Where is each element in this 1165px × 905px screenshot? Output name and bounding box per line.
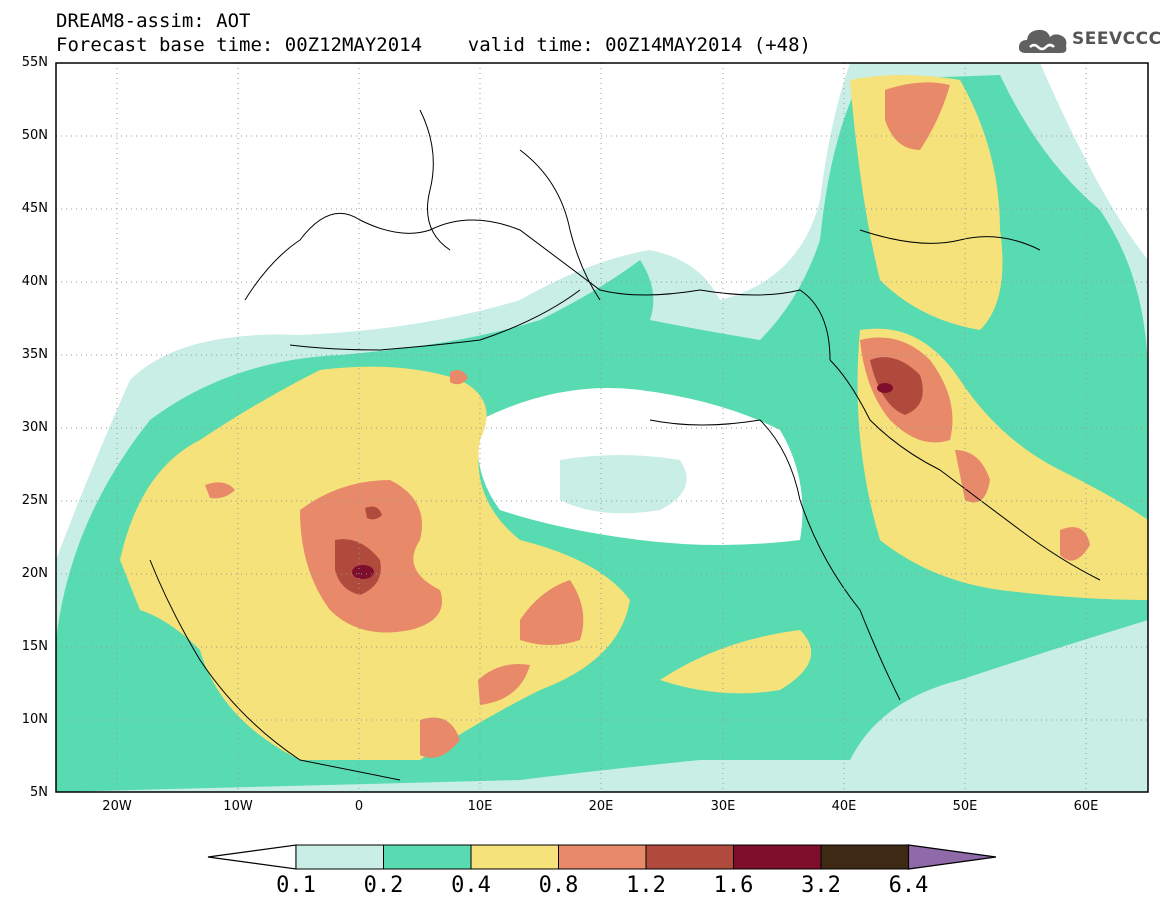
y-tick-label: 25N: [21, 493, 48, 508]
colorbar-label: 0.8: [538, 873, 579, 898]
coastlines: [149, 109, 1101, 781]
colorbar-swatch-1: [295, 844, 384, 870]
x-tick-label: 40E: [831, 799, 857, 814]
x-tick-label: 20W: [102, 799, 132, 814]
colorbar-label: 0.4: [451, 873, 491, 898]
colorbar-swatch-7: [820, 844, 909, 870]
y-tick-label: 15N: [21, 639, 48, 654]
colorbar: [207, 844, 997, 870]
colorbar-label: 1.2: [626, 873, 666, 898]
colorbar-label: 3.2: [801, 873, 841, 898]
graticule: [56, 63, 1148, 792]
colorbar-label: 0.1: [276, 873, 316, 898]
colorbar-label: 6.4: [888, 873, 929, 898]
y-tick-label: 5N: [30, 785, 48, 800]
map-frame: [55, 62, 1149, 793]
colorbar-label: 1.6: [713, 873, 754, 898]
x-tick-label: 10E: [467, 799, 493, 814]
y-tick-label: 40N: [21, 274, 48, 289]
colorbar-right-arrow: [907, 844, 997, 870]
colorbar-swatch-4: [558, 844, 647, 870]
y-tick-label: 55N: [21, 55, 48, 70]
x-tick-label: 20E: [588, 799, 614, 814]
colorbar-swatch-6: [733, 844, 822, 870]
seevccc-logo: SEEVCCC: [1018, 25, 1161, 59]
colorbar-swatch-5: [645, 844, 734, 870]
x-tick-label: 60E: [1073, 799, 1099, 814]
y-tick-label: 20N: [21, 566, 48, 581]
colorbar-swatch-2: [383, 844, 472, 870]
cloud-logo-icon: [1018, 29, 1067, 53]
y-tick-label: 50N: [21, 128, 48, 143]
forecast-time-subtitle: Forecast base time: 00Z12MAY2014 valid t…: [56, 34, 811, 56]
logo-text: SEEVCCC: [1072, 29, 1162, 49]
map-title: DREAM8-assim: AOT: [56, 10, 251, 32]
colorbar-label: 0.2: [363, 873, 404, 898]
colorbar-left-arrow: [207, 844, 297, 870]
x-tick-label: 10W: [223, 799, 253, 814]
x-tick-label: 0: [354, 799, 364, 814]
colorbar-swatch-3: [470, 844, 559, 870]
y-tick-label: 10N: [21, 712, 48, 727]
y-tick-label: 30N: [21, 420, 48, 435]
x-tick-label: 30E: [710, 799, 736, 814]
y-tick-label: 35N: [21, 347, 48, 362]
x-tick-label: 50E: [952, 799, 978, 814]
y-tick-label: 45N: [21, 201, 48, 216]
